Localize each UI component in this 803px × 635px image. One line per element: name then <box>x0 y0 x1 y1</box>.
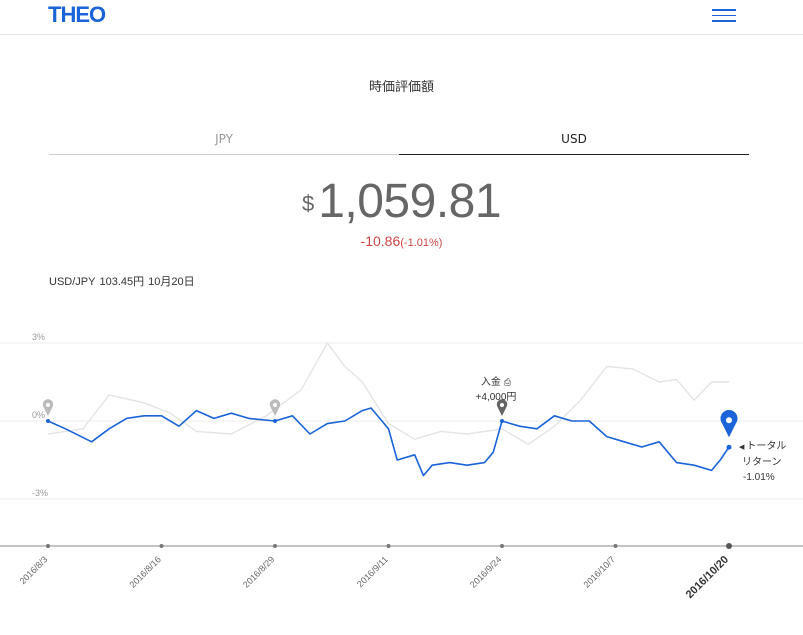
marker-point <box>46 419 50 423</box>
marker-point <box>500 419 504 423</box>
currency-symbol: $ <box>301 191 315 216</box>
theo-logo[interactable]: THEO <box>48 2 106 27</box>
deposit-annotation: 入金 ⎙ +4,000円 <box>474 373 518 403</box>
tab-usd[interactable]: USD <box>399 132 749 155</box>
current-location-pin-icon <box>720 409 738 438</box>
pin-hole <box>726 417 732 424</box>
x-tick-dot <box>500 544 504 548</box>
daily-change: -10.86(-1.01%) <box>0 233 803 251</box>
x-tick-label: 2016/8/16 <box>128 554 163 589</box>
tab-jpy[interactable]: JPY <box>49 132 399 155</box>
x-tick-label: 2016/9/24 <box>468 554 503 589</box>
total-return-value: -1.01% <box>743 472 775 483</box>
x-tick-label: 2016/8/29 <box>241 554 276 589</box>
menu-line <box>712 9 736 11</box>
pin-hole <box>46 403 50 407</box>
rate-value: 103.45円 <box>99 276 145 288</box>
x-tick-dot <box>726 543 732 549</box>
change-amount: -10.86 <box>360 233 401 249</box>
menu-line <box>712 20 736 22</box>
x-tick-label: 2016/10/20 <box>684 554 731 601</box>
event-pin-icon <box>269 399 281 416</box>
market-value: $1,059.81 <box>0 174 803 229</box>
rate-date: 10月20日 <box>148 276 195 288</box>
benchmark-series-line <box>47 342 729 446</box>
deposit-label: 入金 <box>480 377 501 388</box>
top-header: THEO <box>0 0 803 35</box>
x-tick-label: 2016/8/3 <box>18 554 50 586</box>
x-tick-dot <box>386 544 391 548</box>
hamburger-menu-icon[interactable] <box>712 9 736 23</box>
deposit-pin-icon <box>496 399 508 416</box>
y-tick-label: 3% <box>32 332 45 342</box>
pin-hole <box>273 403 277 407</box>
menu-line <box>712 14 736 16</box>
event-pin-icon <box>42 399 54 416</box>
market-value-amount: 1,059.81 <box>318 175 502 228</box>
marker-point <box>273 419 277 423</box>
change-percent: (-1.01%) <box>400 237 443 249</box>
total-return-label-2: リターン <box>742 457 782 468</box>
portfolio-series-line <box>47 407 730 477</box>
deposit-icon: ⎙ <box>503 377 512 387</box>
y-tick-label: -3% <box>32 488 48 498</box>
exchange-rate: USD/JPY 103.45円 10月20日 <box>49 273 199 289</box>
x-tick-dot <box>159 544 164 548</box>
pointer-left-icon: ◀ <box>739 444 745 451</box>
rate-label: USD/JPY <box>49 276 96 288</box>
pin-hole <box>500 403 504 407</box>
y-tick-label: 0% <box>32 410 45 420</box>
x-tick-label: 2016/9/11 <box>355 554 390 589</box>
x-tick-dot <box>46 544 50 548</box>
x-tick-dot <box>273 544 277 548</box>
total-return-annotation: ◀ トータル リターン -1.01% <box>739 439 786 485</box>
x-tick-dot <box>613 544 618 548</box>
current-point <box>726 444 732 450</box>
page-title: 時価評価額 <box>368 80 434 95</box>
x-tick-label: 2016/10/7 <box>582 554 617 589</box>
total-return-label-1: トータル <box>746 441 787 452</box>
deposit-amount: +4,000円 <box>475 392 517 403</box>
